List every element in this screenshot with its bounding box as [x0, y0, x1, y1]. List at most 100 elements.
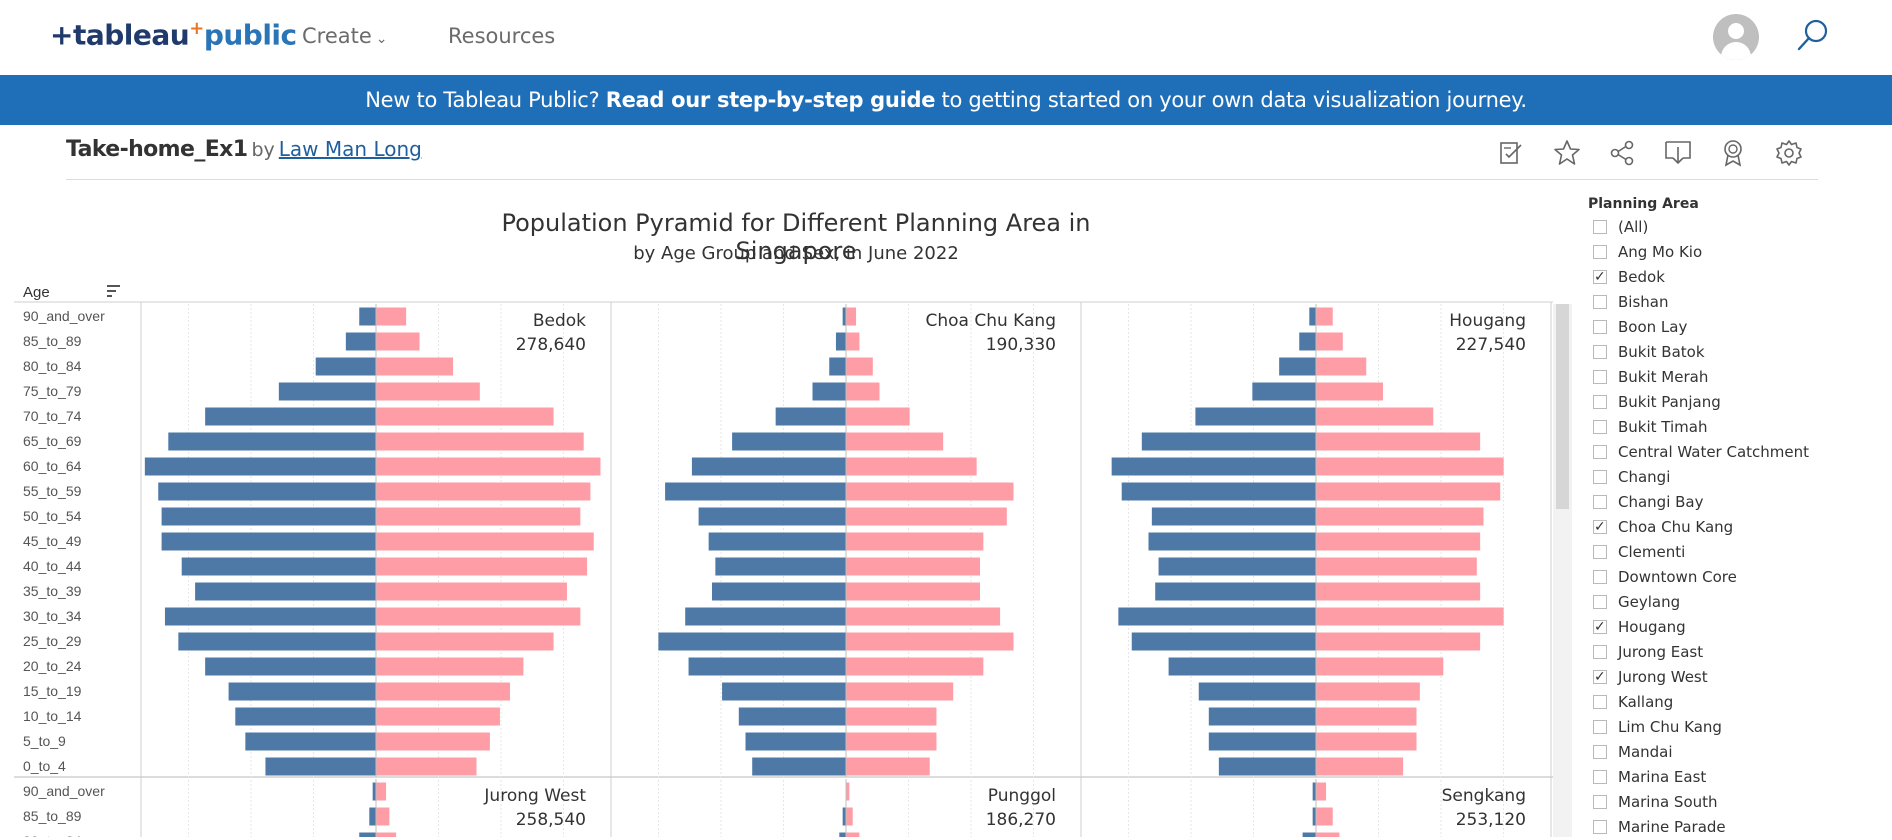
male-bar [842, 307, 846, 326]
star-icon[interactable] [1552, 138, 1582, 168]
filter-item[interactable]: Marina South [1588, 790, 1892, 815]
filter-item[interactable]: Marine Parade [1588, 815, 1892, 840]
female-bar [846, 607, 1001, 626]
filter-item[interactable]: Changi Bay [1588, 490, 1892, 515]
checkbox[interactable] [1593, 615, 1607, 640]
filter-item[interactable]: Jurong East [1588, 640, 1892, 665]
female-bar [846, 307, 857, 326]
male-bar [181, 557, 376, 576]
female-bar [1316, 457, 1504, 476]
filter-item[interactable]: Clementi [1588, 540, 1892, 565]
checkbox[interactable] [1593, 370, 1607, 384]
filter-list: (All) Ang Mo Kio Bedok Bishan Boon Lay Bukit … [1588, 215, 1892, 840]
checkbox[interactable] [1593, 795, 1607, 809]
viz-area: Population Pyramid for Different Plannin… [0, 181, 1560, 837]
male-bar [372, 782, 376, 801]
banner-guide-link[interactable]: Read our step-by-step guide [605, 88, 936, 112]
male-bar [265, 757, 376, 776]
female-bar [376, 382, 480, 401]
filter-item[interactable]: Bukit Panjang [1588, 390, 1892, 415]
filter-item[interactable]: Central Water Catchment [1588, 440, 1892, 465]
filter-item[interactable]: Kallang [1588, 690, 1892, 715]
age-tick-label: 70_to_74 [23, 408, 82, 424]
filter-item[interactable]: Bukit Merah [1588, 365, 1892, 390]
search-icon[interactable] [1796, 18, 1830, 52]
filter-item[interactable]: Choa Chu Kang [1588, 515, 1892, 540]
checkbox[interactable] [1593, 515, 1607, 540]
viz-scrollbar[interactable] [1553, 304, 1572, 837]
checkbox[interactable] [1593, 665, 1607, 690]
sort-icon[interactable] [107, 285, 121, 297]
female-bar [376, 682, 510, 701]
filter-item[interactable]: (All) [1588, 215, 1892, 240]
checkbox[interactable] [1593, 220, 1607, 234]
male-bar [1312, 782, 1316, 801]
checkbox[interactable] [1593, 395, 1607, 409]
checkbox[interactable] [1593, 645, 1607, 659]
checkbox[interactable] [1593, 595, 1607, 609]
male-bar [1148, 532, 1316, 551]
checkbox[interactable] [1593, 470, 1607, 484]
filter-item[interactable]: Mandai [1588, 740, 1892, 765]
checkbox[interactable] [1593, 320, 1607, 334]
checkbox[interactable] [1593, 745, 1607, 759]
filter-item[interactable]: Ang Mo Kio [1588, 240, 1892, 265]
filter-item[interactable]: Hougang [1588, 615, 1892, 640]
panel-total-label: 278,640 [516, 335, 586, 355]
logo-cross: + [189, 18, 204, 39]
male-bar [235, 707, 376, 726]
author-link[interactable]: Law Man Long [278, 137, 422, 161]
nav-create-label: Create [302, 24, 372, 48]
filter-item[interactable]: Bishan [1588, 290, 1892, 315]
male-bar [205, 657, 376, 676]
share-icon[interactable] [1607, 138, 1637, 168]
download-icon[interactable] [1663, 138, 1693, 168]
settings-icon[interactable] [1774, 138, 1804, 168]
checkbox[interactable] [1593, 545, 1607, 559]
filter-item[interactable]: Lim Chu Kang [1588, 715, 1892, 740]
female-bar [846, 757, 930, 776]
filter-item[interactable]: Bedok [1588, 265, 1892, 290]
filter-item[interactable]: Boon Lay [1588, 315, 1892, 340]
scrollbar-thumb[interactable] [1556, 304, 1569, 509]
checkbox[interactable] [1593, 695, 1607, 709]
avatar[interactable] [1713, 14, 1759, 60]
badge-icon[interactable] [1718, 138, 1748, 168]
filter-item[interactable]: Downtown Core [1588, 565, 1892, 590]
checkbox[interactable] [1593, 495, 1607, 509]
checkbox[interactable] [1593, 720, 1607, 734]
male-bar [775, 407, 846, 426]
filter-item-label: (All) [1618, 218, 1649, 236]
age-tick-label: 10_to_14 [23, 708, 82, 724]
female-bar [1316, 582, 1481, 601]
checkbox[interactable] [1593, 570, 1607, 584]
checkbox[interactable] [1593, 295, 1607, 309]
checkbox[interactable] [1593, 770, 1607, 784]
filter-item[interactable]: Changi [1588, 465, 1892, 490]
checkbox[interactable] [1593, 345, 1607, 359]
male-bar [1208, 707, 1316, 726]
tableau-public-logo[interactable]: +tableau+public [50, 18, 297, 51]
age-tick-label: 15_to_19 [23, 683, 82, 699]
header-divider [66, 179, 1818, 180]
checkbox[interactable] [1593, 445, 1607, 459]
avatar-head [1728, 23, 1744, 39]
planning-area-filter: Planning Area (All) Ang Mo Kio Bedok Bishan… [1588, 196, 1892, 840]
filter-item[interactable]: Bukit Timah [1588, 415, 1892, 440]
filter-item[interactable]: Jurong West [1588, 665, 1892, 690]
filter-item[interactable]: Marina East [1588, 765, 1892, 790]
nav-resources[interactable]: Resources [448, 24, 556, 48]
female-bar [376, 507, 581, 526]
filter-item[interactable]: Bukit Batok [1588, 340, 1892, 365]
panel-area-label: Sengkang [1442, 786, 1526, 806]
female-bar [846, 682, 954, 701]
checkbox[interactable] [1593, 820, 1607, 834]
male-bar [195, 582, 376, 601]
filter-item[interactable]: Geylang [1588, 590, 1892, 615]
edit-icon[interactable] [1496, 138, 1526, 168]
nav-create[interactable]: Create ⌄ [302, 24, 388, 48]
male-bar [1158, 557, 1316, 576]
checkbox[interactable] [1593, 420, 1607, 434]
checkbox[interactable] [1593, 245, 1607, 259]
checkbox[interactable] [1593, 265, 1607, 290]
